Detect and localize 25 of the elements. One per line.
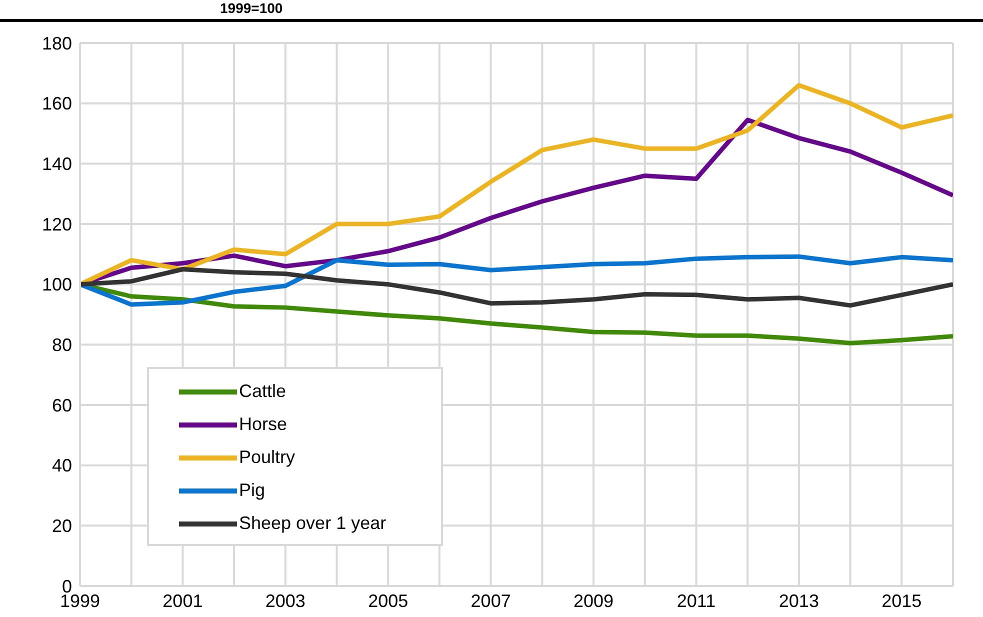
legend-label: Sheep over 1 year: [239, 513, 386, 534]
x-tick-label: 2009: [574, 590, 614, 611]
legend-label: Pig: [239, 480, 266, 501]
y-tick-label: 20: [52, 516, 72, 536]
y-tick-label: 100: [42, 274, 72, 295]
x-tick-label: 2005: [368, 590, 408, 611]
chart-subtitle: 1999=100: [220, 0, 283, 16]
y-tick-label: 140: [42, 154, 72, 174]
line-series: [80, 267, 953, 308]
x-tick-label: 2001: [162, 590, 203, 611]
y-tick-label: 120: [42, 214, 72, 234]
x-tick-label: 2011: [676, 590, 716, 611]
x-tick-label: 2003: [265, 590, 306, 611]
y-tick-label: 60: [52, 395, 72, 416]
y-tick-label: 80: [52, 335, 72, 356]
x-tick-label: 2015: [882, 590, 922, 611]
y-tick-label: 40: [52, 456, 72, 476]
legend-label: Poultry: [239, 447, 296, 468]
line-series: [80, 254, 953, 307]
legend-label: Horse: [239, 414, 288, 435]
legend-label: Cattle: [239, 381, 286, 402]
y-tick-label: 180: [42, 33, 72, 54]
x-tick-label: 2013: [778, 590, 819, 611]
y-tick-label: 160: [42, 94, 72, 114]
x-tick-label: 2007: [470, 590, 511, 611]
